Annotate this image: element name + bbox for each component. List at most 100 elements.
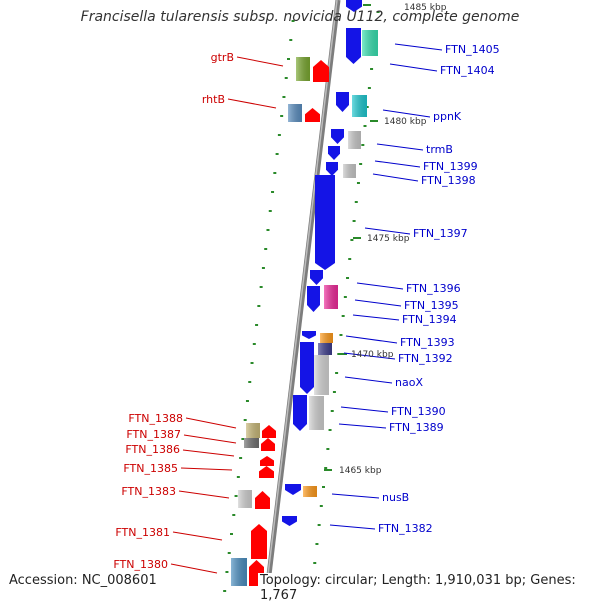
- gene-label-ftn-1405[interactable]: FTN_1405: [445, 43, 500, 56]
- gene-label-ftn-1387[interactable]: FTN_1387: [126, 428, 181, 441]
- gene-cds-ftn-1390-shade: [309, 396, 324, 430]
- gene-label-nusb[interactable]: nusB: [382, 491, 409, 504]
- gene-cds-ppnk-shade: [352, 95, 367, 117]
- gene-label-ftn-1388[interactable]: FTN_1388: [128, 412, 183, 425]
- forward-pointer-line: [364, 227, 411, 235]
- gene-arrow-ftn-1405-partial: [346, 0, 362, 12]
- gene-cds-ftn-1387-shade: [244, 438, 259, 448]
- forward-pointer-line: [352, 314, 400, 321]
- gene-label-ftn-1383[interactable]: FTN_1383: [121, 485, 176, 498]
- gene-arrow-ftn-1396: [310, 270, 323, 285]
- reverse-pointer-line: [183, 434, 237, 444]
- gene-cds-rhtb-shade: [288, 104, 302, 122]
- gene-label-ftn-1390[interactable]: FTN_1390: [391, 405, 446, 418]
- gene-label-ftn-1382[interactable]: FTN_1382: [378, 522, 433, 535]
- gene-arrow-ftn-1386: [260, 456, 274, 466]
- genome-backbone: [263, 0, 341, 601]
- scale-label-1465: 1465 kbp: [339, 466, 382, 476]
- gene-cds-ftn-1393-shade: [320, 333, 333, 343]
- gene-arrow-ftn-1383: [255, 491, 270, 509]
- gene-label-ftn-1397[interactable]: FTN_1397: [413, 227, 468, 240]
- gene-arrow-ftn-1390: [293, 395, 307, 431]
- reverse-pointer-line: [172, 531, 223, 541]
- gene-cds-ftn-1392-shade: [318, 343, 332, 355]
- gene-arrow-ftn-1399: [328, 146, 340, 160]
- gene-cds-ftn-1383-shade: [238, 490, 252, 508]
- gene-label-ftn-1381[interactable]: FTN_1381: [115, 526, 170, 539]
- gene-arrow-rhtb: [305, 108, 320, 122]
- gene-arrow-trmb: [331, 129, 344, 144]
- gene-arrow-ftn-1398: [326, 162, 338, 176]
- gene-arrow-nusb: [285, 484, 301, 495]
- forward-pointer-line: [372, 173, 419, 182]
- scale-label-1480: 1480 kbp: [384, 117, 427, 127]
- gene-arrow-ftn-1388: [262, 425, 276, 438]
- forward-pointer-line: [338, 423, 387, 429]
- gene-arrow-ftn-1395: [307, 286, 320, 312]
- gene-arrow-ftn-1397: [315, 175, 335, 270]
- gene-cds-naox-shade: [314, 355, 329, 395]
- gene-label-ftn-1389[interactable]: FTN_1389: [389, 421, 444, 434]
- gene-label-ftn-1404[interactable]: FTN_1404: [440, 64, 495, 77]
- scale-ticks: [223, 4, 380, 592]
- forward-pointer-line: [340, 406, 389, 413]
- gene-label-rhtb[interactable]: rhtB: [202, 93, 225, 106]
- forward-pointer-line: [344, 376, 393, 384]
- forward-pointer-line: [345, 335, 398, 344]
- accession-text: Accession: NC_008601: [7, 573, 159, 588]
- gene-label-ftn-1395[interactable]: FTN_1395: [404, 299, 459, 312]
- gene-arrow-ftn-1381: [251, 524, 267, 559]
- gene-label-ftn-1393[interactable]: FTN_1393: [400, 336, 455, 349]
- gene-label-ftn-1392[interactable]: FTN_1392: [398, 352, 453, 365]
- forward-pointer-line: [376, 143, 424, 151]
- reverse-pointer-line: [182, 449, 235, 457]
- gene-arrow-ftn-1404: [346, 28, 361, 64]
- gene-arrow-gtrb: [313, 60, 329, 82]
- reverse-gene-labels: gtrB rhtB FTN_1388 FTN_1387 FTN_1386 FTN…: [113, 51, 234, 571]
- gene-label-ftn-1394[interactable]: FTN_1394: [402, 313, 457, 326]
- reverse-pointer-line: [178, 490, 230, 499]
- gene-label-ftn-1396[interactable]: FTN_1396: [406, 282, 461, 295]
- gene-arrow-ppnk: [336, 92, 349, 112]
- gene-arrow-ftn-1382: [282, 516, 297, 526]
- gene-cds-ftn-1398-shade: [343, 164, 356, 178]
- forward-pointer-line: [374, 160, 421, 168]
- forward-pointer-line: [389, 63, 438, 72]
- gene-cds-nusb-shade: [303, 486, 317, 497]
- gene-label-gtrb[interactable]: gtrB: [211, 51, 234, 64]
- gene-arrow-ftn-1385: [259, 466, 274, 478]
- gene-label-naox[interactable]: naoX: [395, 376, 423, 389]
- topology-text: Topology: circular; Length: 1,910,031 bp…: [258, 573, 600, 603]
- reverse-pointer-line: [236, 56, 284, 67]
- gene-arrow-ftn-1393: [302, 331, 316, 339]
- gene-label-trmb[interactable]: trmB: [426, 143, 453, 156]
- gene-label-ftn-1380[interactable]: FTN_1380: [113, 558, 168, 571]
- scale-labels: 1485 kbp 1480 kbp 1475 kbp 1470 kbp 1465…: [339, 1, 447, 476]
- scale-label-1485: 1485 kbp: [404, 3, 447, 13]
- gene-label-ppnk[interactable]: ppnK: [433, 110, 462, 123]
- reverse-pointer-line: [180, 467, 233, 471]
- reverse-pointer-line: [170, 563, 218, 574]
- gene-label-ftn-1399[interactable]: FTN_1399: [423, 160, 478, 173]
- forward-gene-labels: FTN_1405 FTN_1404 ppnK trmB FTN_1399 FTN…: [378, 43, 500, 535]
- gene-cds-ftn-1395-shade: [324, 285, 338, 309]
- reverse-pointer-line: [227, 98, 277, 109]
- gene-cds-ftn-1388-shade: [246, 423, 260, 438]
- gene-label-ftn-1385[interactable]: FTN_1385: [123, 462, 178, 475]
- forward-pointer-line: [394, 43, 443, 51]
- gene-features: [231, 0, 378, 586]
- scale-label-1475: 1475 kbp: [367, 234, 410, 244]
- forward-pointer-line: [329, 524, 376, 530]
- gene-arrow-ftn-1387: [261, 438, 275, 451]
- gene-arrow-naox: [300, 342, 314, 394]
- forward-pointer-line: [382, 109, 431, 118]
- gene-label-ftn-1386[interactable]: FTN_1386: [125, 443, 180, 456]
- gene-cds-ftn-1380-shade: [231, 558, 247, 586]
- scale-label-1470: 1470 kbp: [351, 350, 394, 360]
- gene-cds-gtrb-shade: [296, 57, 310, 81]
- gene-label-ftn-1398[interactable]: FTN_1398: [421, 174, 476, 187]
- label-pointer-lines: [170, 43, 443, 574]
- forward-pointer-line: [356, 282, 404, 290]
